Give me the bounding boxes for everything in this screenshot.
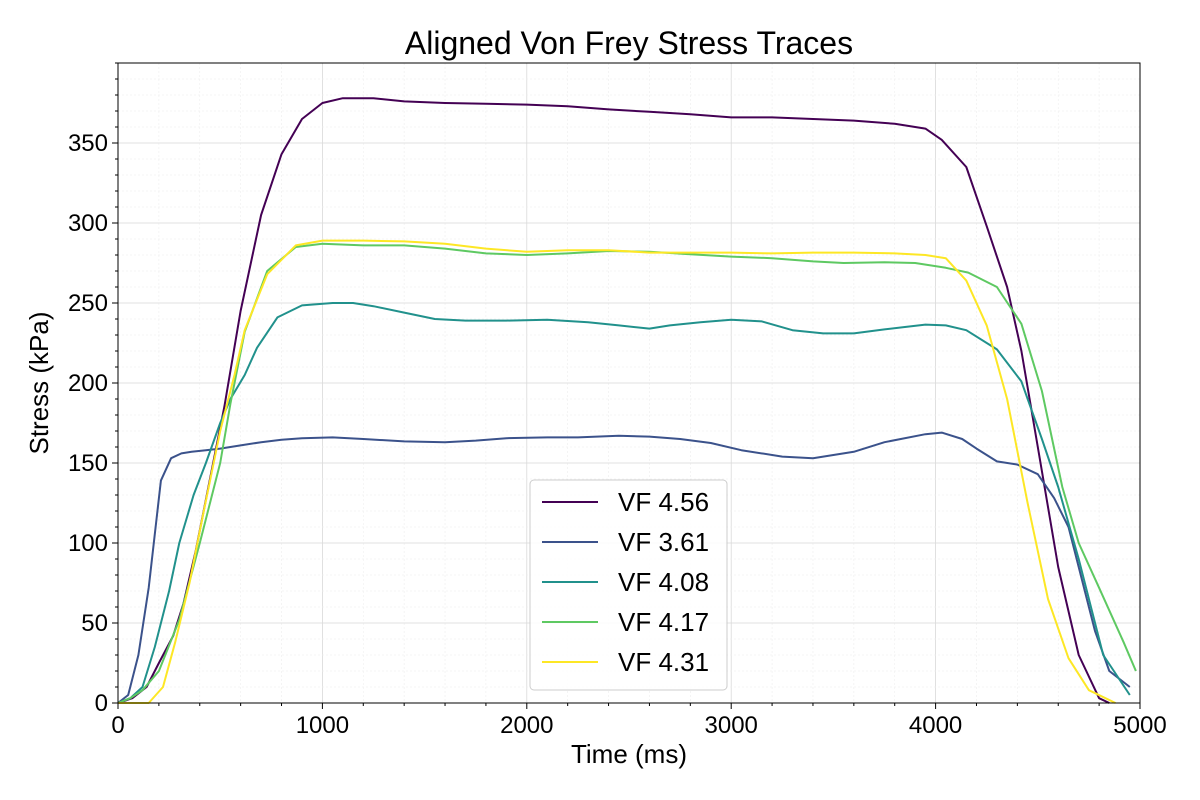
x-tick-label: 4000 (909, 712, 962, 739)
y-tick-label: 350 (68, 130, 108, 157)
x-tick-label: 5000 (1113, 712, 1166, 739)
series-line (117, 302, 1131, 704)
legend-label: VF 4.56 (618, 487, 709, 517)
legend: VF 4.56 VF 3.61 VF 4.08 VF 4.17 VF 4.31 (529, 479, 728, 691)
axes: 0 1000 2000 3000 4000 5000 0 50 100 150 200 250 300 3… (68, 62, 1167, 739)
x-tick-label: 2000 (500, 712, 553, 739)
y-tick-label: 50 (81, 610, 108, 637)
y-tick-label: 300 (68, 210, 108, 237)
series-line (117, 431, 1131, 704)
y-tick-label: 100 (68, 530, 108, 557)
legend-label: VF 4.08 (618, 567, 709, 597)
legend-label: VF 4.31 (618, 647, 709, 677)
series-line (118, 239, 1116, 704)
y-tick-label: 0 (95, 690, 108, 717)
legend-label: VF 4.17 (618, 607, 709, 637)
series-layer (117, 97, 1137, 704)
y-tick-label: 250 (68, 290, 108, 317)
x-tick-label: 0 (111, 712, 124, 739)
x-tick-label: 1000 (296, 712, 349, 739)
x-tick-label: 3000 (705, 712, 758, 739)
legend-box (529, 479, 728, 691)
chart-title: Aligned Von Frey Stress Traces (405, 25, 853, 61)
y-tick-label: 200 (68, 370, 108, 397)
legend-label: VF 3.61 (618, 527, 709, 557)
y-axis-label: Stress (kPa) (24, 311, 54, 454)
x-axis-label: Time (ms) (571, 739, 687, 769)
y-tick-label: 150 (68, 450, 108, 477)
